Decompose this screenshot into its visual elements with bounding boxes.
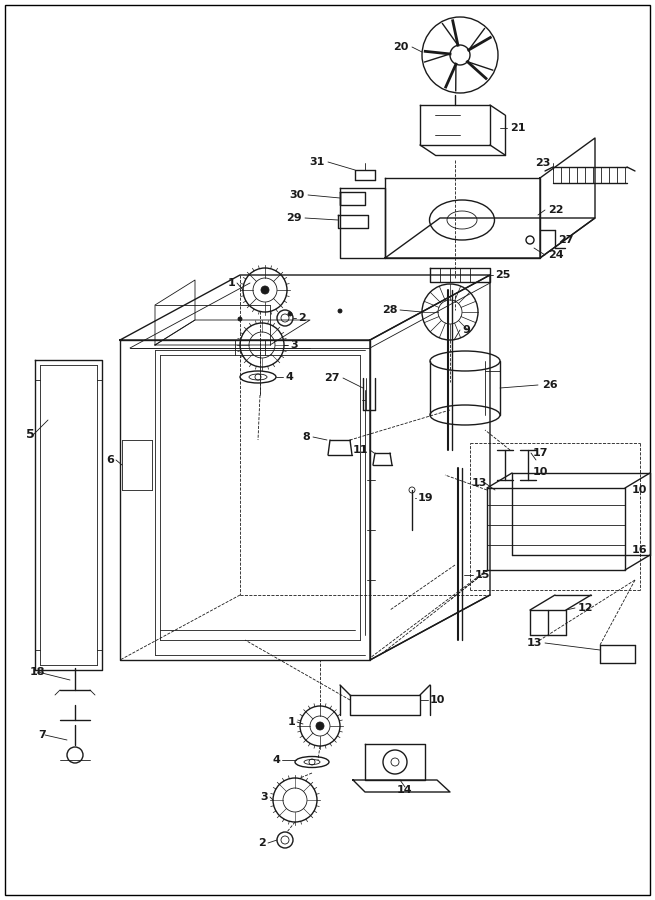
- Text: 10: 10: [632, 485, 647, 495]
- Text: 27: 27: [558, 235, 574, 245]
- Text: 26: 26: [542, 380, 557, 390]
- Text: 27: 27: [324, 373, 340, 383]
- Text: 2: 2: [258, 838, 266, 848]
- Text: 17: 17: [533, 448, 548, 458]
- Circle shape: [316, 722, 324, 730]
- Text: 7: 7: [38, 730, 46, 740]
- Text: 6: 6: [106, 455, 114, 465]
- Text: 23: 23: [534, 158, 550, 168]
- Circle shape: [288, 312, 292, 316]
- Text: 14: 14: [397, 785, 413, 795]
- Text: 15: 15: [475, 570, 491, 580]
- Text: 24: 24: [548, 250, 563, 260]
- Text: 3: 3: [261, 792, 268, 802]
- Circle shape: [261, 286, 269, 294]
- Text: 29: 29: [286, 213, 302, 223]
- Text: 2: 2: [298, 313, 306, 323]
- Text: 8: 8: [302, 432, 310, 442]
- Text: 9: 9: [462, 325, 470, 335]
- Text: 1: 1: [227, 278, 235, 288]
- Text: 4: 4: [272, 755, 280, 765]
- Text: 12: 12: [578, 603, 593, 613]
- Text: 13: 13: [527, 638, 542, 648]
- Text: 19: 19: [418, 493, 434, 503]
- Text: 22: 22: [548, 205, 563, 215]
- Text: 31: 31: [310, 157, 325, 167]
- Text: 30: 30: [290, 190, 305, 200]
- Text: 18: 18: [30, 667, 45, 677]
- Text: 16: 16: [632, 545, 648, 555]
- Text: 11: 11: [352, 445, 368, 455]
- Text: 4: 4: [285, 372, 293, 382]
- Text: 13: 13: [472, 478, 487, 488]
- Text: 10: 10: [430, 695, 445, 705]
- Text: 3: 3: [290, 340, 297, 350]
- Text: 28: 28: [383, 305, 398, 315]
- Text: 25: 25: [495, 270, 510, 280]
- Text: 5: 5: [26, 428, 35, 442]
- Circle shape: [238, 317, 242, 321]
- Text: 21: 21: [510, 123, 525, 133]
- Text: 10: 10: [533, 467, 548, 477]
- Text: 1: 1: [288, 717, 295, 727]
- Circle shape: [338, 309, 342, 313]
- Text: 20: 20: [392, 42, 408, 52]
